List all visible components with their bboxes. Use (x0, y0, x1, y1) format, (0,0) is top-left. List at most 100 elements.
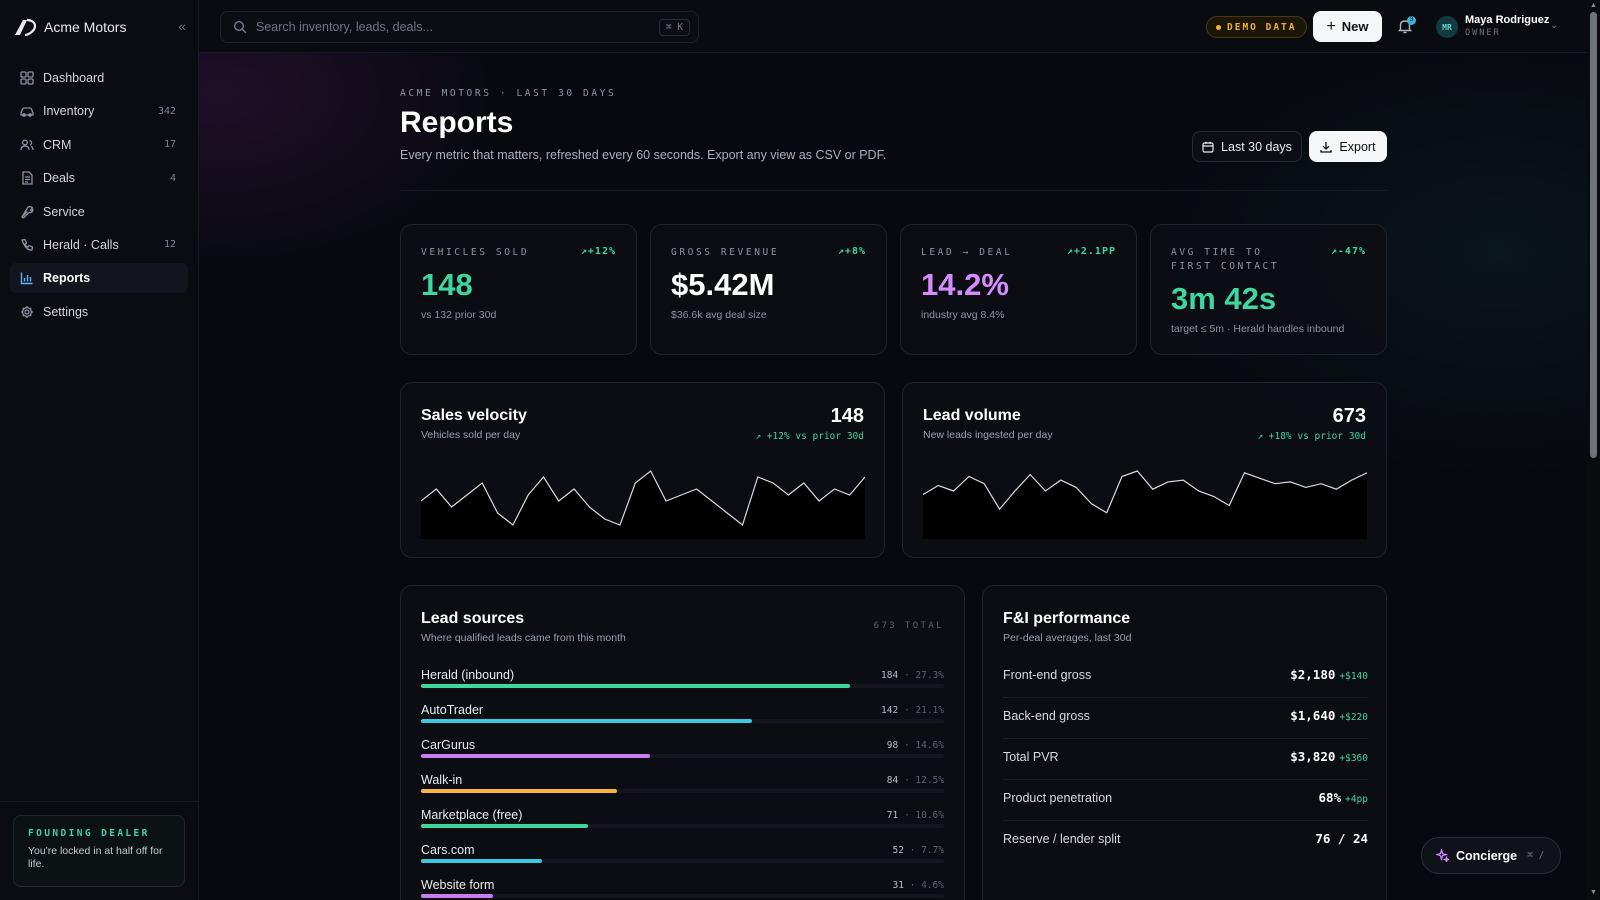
main-content: ACME MOTORS · LAST 30 DAYS Reports Every… (199, 53, 1587, 900)
lead-source-row[interactable]: Website form 31 · 4.6% (421, 878, 944, 900)
fi-metric-row: Back-end gross $1,640 +$220 (1003, 698, 1368, 739)
kpi-card-avg-first-contact[interactable]: AVG TIME TO FIRST CONTACT ↗-47% 3m 42s t… (1150, 224, 1387, 355)
notification-badge: 3 (1407, 16, 1416, 25)
kpi-value: 3m 42s (1171, 281, 1277, 316)
lead-source-bar-track (421, 824, 944, 828)
dashboard-icon (20, 71, 34, 85)
sidebar-item-deals[interactable]: Deals 4 (10, 163, 188, 193)
download-icon (1320, 141, 1333, 153)
lead-source-count: 184 · 27.3% (881, 670, 944, 681)
concierge-button[interactable]: Concierge ⌘ / (1421, 837, 1561, 874)
chart-total: 148 (830, 405, 864, 427)
lead-source-percent: 4.6% (921, 880, 944, 891)
date-range-button[interactable]: Last 30 days (1192, 131, 1302, 162)
document-icon (20, 171, 34, 185)
fi-metric-label: Front-end gross (1003, 668, 1092, 682)
lead-source-percent: 21.1% (915, 705, 944, 716)
user-name[interactable]: Maya Rodriguez (1465, 14, 1550, 26)
lead-source-count-value: 31 (892, 880, 904, 891)
users-icon (20, 138, 34, 152)
sidebar-item-label: Herald · Calls (43, 237, 119, 252)
chevron-down-icon[interactable]: ⌄ (1550, 20, 1559, 31)
new-button[interactable]: + New (1313, 11, 1382, 42)
page-scrollbar[interactable]: ▲ ▼ (1587, 0, 1600, 900)
sidebar-item-service[interactable]: Service (10, 197, 188, 227)
avatar[interactable]: MR (1436, 16, 1458, 38)
lead-source-bar-track (421, 754, 944, 758)
fi-metric-value: 68% (1318, 790, 1342, 805)
lead-total: 673 TOTAL (873, 621, 944, 631)
lead-source-row[interactable]: CarGurus 98 · 14.6% (421, 738, 944, 768)
lead-source-count: 71 · 10.6% (887, 810, 944, 821)
sales-velocity-sparkline (421, 470, 865, 539)
search-input[interactable] (256, 20, 646, 34)
export-button-label: Export (1339, 139, 1376, 154)
fi-metric-value-wrap: 68% +4pp (1319, 790, 1368, 805)
sidebar-item-reports[interactable]: Reports (10, 263, 188, 294)
sidebar-item-settings[interactable]: Settings (10, 297, 188, 327)
sparkle-icon (1436, 849, 1449, 862)
sidebar-item-label: Reports (43, 271, 91, 286)
scroll-thumb[interactable] (1590, 12, 1597, 458)
kpi-card-lead-to-deal[interactable]: LEAD → DEAL ↗+2.1PP 14.2% industry avg 8… (900, 224, 1137, 355)
scroll-down-icon[interactable]: ▼ (1590, 889, 1597, 896)
page-title: Reports (400, 106, 514, 139)
sidebar-item-count: 4 (169, 172, 176, 184)
lead-source-separator: · (898, 810, 916, 821)
lead-source-row[interactable]: Walk-in 84 · 12.5% (421, 773, 944, 803)
kpi-delta: ↗+8% (837, 246, 866, 257)
car-icon (20, 104, 34, 118)
sidebar-item-inventory[interactable]: Inventory 342 (10, 96, 188, 126)
lead-source-name: Website form (421, 878, 495, 892)
sidebar-item-label: Service (43, 204, 85, 219)
export-button[interactable]: Export (1309, 131, 1387, 162)
kpi-delta: ↗-47% (1330, 246, 1366, 257)
fi-metric-value-wrap: $3,820 +$360 (1290, 749, 1368, 764)
page-subtitle: Every metric that matters, refreshed eve… (400, 148, 887, 162)
lead-volume-card: Lead volume New leads ingested per day 6… (902, 382, 1387, 558)
bell-icon[interactable] (1397, 18, 1413, 34)
fi-metric-label: Product penetration (1003, 791, 1113, 805)
lead-source-percent: 12.5% (915, 775, 944, 786)
scroll-up-icon[interactable]: ▲ (1590, 2, 1597, 9)
kpi-delta: ↗+2.1PP (1066, 246, 1116, 257)
kpi-value: 14.2% (921, 267, 1009, 302)
lead-source-name: Marketplace (free) (421, 808, 523, 822)
sidebar-item-dashboard[interactable]: Dashboard (10, 63, 188, 93)
lead-source-row[interactable]: Cars.com 52 · 7.7% (421, 843, 944, 873)
sidebar-item-herald-calls[interactable]: Herald · Calls 12 (10, 230, 188, 260)
brand[interactable]: Acme Motors « (14, 16, 186, 38)
sales-velocity-card: Sales velocity Vehicles sold per day 148… (400, 382, 885, 558)
kpi-value: 148 (421, 267, 473, 302)
demo-data-badge: DEMO DATA (1206, 16, 1308, 38)
fi-metric-delta: +$220 (1339, 712, 1368, 723)
lead-source-separator: · (903, 880, 922, 891)
lead-source-row[interactable]: Herald (inbound) 184 · 27.3% (421, 668, 944, 698)
lead-source-bar-fill (421, 719, 753, 723)
search-box[interactable]: ⌘ K (220, 11, 699, 43)
page-eyebrow: ACME MOTORS · LAST 30 DAYS (400, 88, 617, 99)
kpi-delta: ↗+12% (580, 246, 616, 257)
kpi-card-gross-revenue[interactable]: GROSS REVENUE ↗+8% $5.42M $36.6k avg dea… (650, 224, 887, 355)
chart-delta: ↗ +18% vs prior 30d (1257, 431, 1366, 442)
fi-metric-value: 76 / 24 (1315, 831, 1368, 846)
lead-source-separator: · (898, 740, 916, 751)
calendar-icon (1202, 141, 1214, 153)
sidebar-item-label: CRM (43, 137, 72, 152)
founding-dealer-card[interactable]: FOUNDING DEALER You're locked in at half… (13, 815, 185, 887)
kpi-label: AVG TIME TO FIRST CONTACT (1171, 247, 1280, 272)
lead-source-separator: · (898, 670, 916, 681)
lead-source-bar-fill (421, 789, 618, 793)
lead-source-bar-fill (421, 684, 850, 688)
user-role: OWNER (1465, 28, 1501, 38)
chart-title: Lead volume (923, 407, 1021, 424)
lead-source-row[interactable]: Marketplace (free) 71 · 10.6% (421, 808, 944, 838)
sidebar-item-crm[interactable]: CRM 17 (10, 130, 188, 160)
lead-source-count: 84 · 12.5% (887, 775, 944, 786)
lead-source-percent: 27.3% (915, 670, 944, 681)
lead-source-row[interactable]: AutoTrader 142 · 21.1% (421, 703, 944, 733)
collapse-sidebar-icon[interactable]: « (178, 18, 186, 34)
kpi-card-vehicles-sold[interactable]: VEHICLES SOLD ↗+12% 148 vs 132 prior 30d (400, 224, 637, 355)
promo-text: You're locked in at half off for life. (28, 845, 163, 870)
new-button-label: New (1341, 19, 1369, 34)
